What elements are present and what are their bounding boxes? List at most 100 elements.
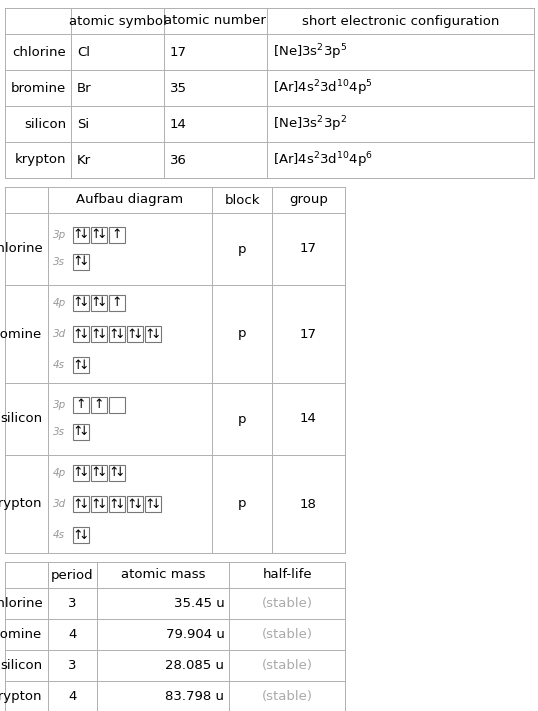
Text: 3: 3	[68, 659, 76, 672]
Text: Aufbau diagram: Aufbau diagram	[76, 193, 183, 206]
Text: ↓: ↓	[151, 498, 161, 510]
Bar	[73, 326, 88, 342]
Text: atomic symbol: atomic symbol	[68, 14, 166, 28]
Text: ↑: ↑	[72, 228, 82, 241]
Text: 4: 4	[68, 690, 76, 703]
Text: ↓: ↓	[79, 255, 89, 269]
Text: silicon: silicon	[24, 117, 66, 131]
Text: ↑: ↑	[72, 425, 82, 439]
Text: ↑: ↑	[72, 466, 82, 479]
Bar	[73, 227, 88, 242]
Bar	[90, 465, 107, 481]
Text: p: p	[238, 498, 246, 510]
Text: ↑: ↑	[90, 466, 101, 479]
Text: 14: 14	[300, 412, 317, 425]
Text: 4p: 4p	[53, 468, 66, 478]
Text: bromine: bromine	[11, 82, 66, 95]
Bar	[73, 496, 88, 512]
Text: 17: 17	[300, 242, 317, 255]
Text: ↓: ↓	[96, 296, 107, 309]
Text: ↓: ↓	[132, 328, 143, 341]
Text: krypton: krypton	[0, 498, 43, 510]
Text: silicon: silicon	[1, 659, 43, 672]
Text: 79.904 u: 79.904 u	[166, 628, 224, 641]
Text: ↑: ↑	[108, 466, 118, 479]
Bar	[73, 358, 88, 373]
Text: ↑: ↑	[75, 398, 86, 411]
Text: p: p	[238, 412, 246, 425]
Text: ↓: ↓	[151, 328, 161, 341]
Text: ↓: ↓	[115, 466, 125, 479]
Text: 14: 14	[169, 117, 187, 131]
Bar	[109, 227, 124, 242]
Text: short electronic configuration: short electronic configuration	[302, 14, 499, 28]
Text: 3s: 3s	[53, 427, 65, 437]
Bar	[90, 496, 107, 512]
Bar	[73, 424, 88, 440]
Text: 35: 35	[169, 82, 187, 95]
Text: chlorine: chlorine	[0, 242, 43, 255]
Text: ↓: ↓	[96, 328, 107, 341]
Text: atomic mass: atomic mass	[121, 569, 206, 582]
Text: ↑: ↑	[144, 498, 154, 510]
Text: Kr: Kr	[77, 154, 91, 166]
Text: Si: Si	[77, 117, 89, 131]
Text: 83.798 u: 83.798 u	[165, 690, 224, 703]
Text: 4: 4	[68, 628, 76, 641]
Bar	[73, 465, 88, 481]
Text: ↓: ↓	[79, 228, 89, 241]
Text: ↓: ↓	[115, 498, 125, 510]
Text: ↓: ↓	[79, 425, 89, 439]
Text: group: group	[289, 193, 328, 206]
Text: [Ne]3s$^2$3p$^5$: [Ne]3s$^2$3p$^5$	[273, 42, 347, 62]
Text: ↓: ↓	[79, 498, 89, 510]
Bar	[73, 294, 88, 311]
Bar	[90, 397, 107, 412]
Text: [Ar]4s$^2$3d$^{10}$4p$^5$: [Ar]4s$^2$3d$^{10}$4p$^5$	[273, 78, 372, 98]
Bar	[109, 294, 124, 311]
Text: (stable): (stable)	[261, 659, 313, 672]
Text: (stable): (stable)	[261, 628, 313, 641]
Text: ↑: ↑	[90, 498, 101, 510]
Bar	[145, 496, 160, 512]
Text: ↑: ↑	[72, 359, 82, 372]
Text: ↑: ↑	[108, 498, 118, 510]
Text: p: p	[238, 328, 246, 341]
Bar	[73, 397, 88, 412]
Text: ↑: ↑	[72, 328, 82, 341]
Bar	[90, 227, 107, 242]
Text: 36: 36	[169, 154, 187, 166]
Text: ↓: ↓	[115, 328, 125, 341]
Text: ↑: ↑	[90, 328, 101, 341]
Bar	[126, 496, 143, 512]
Text: ↑: ↑	[144, 328, 154, 341]
Text: ↓: ↓	[79, 529, 89, 542]
Bar	[90, 294, 107, 311]
Text: p: p	[238, 242, 246, 255]
Text: (stable): (stable)	[261, 597, 313, 610]
Text: 17: 17	[300, 328, 317, 341]
Text: ↓: ↓	[96, 498, 107, 510]
Text: ↓: ↓	[132, 498, 143, 510]
Bar	[109, 465, 124, 481]
Text: ↑: ↑	[72, 255, 82, 269]
Text: ↑: ↑	[93, 398, 104, 411]
Text: Cl: Cl	[77, 46, 90, 58]
Text: chlorine: chlorine	[0, 597, 43, 610]
Text: ↓: ↓	[96, 228, 107, 241]
Text: ↓: ↓	[79, 359, 89, 372]
Text: 18: 18	[300, 498, 317, 510]
Text: 3s: 3s	[53, 257, 65, 267]
Text: 35.45 u: 35.45 u	[174, 597, 224, 610]
Text: ↑: ↑	[126, 328, 137, 341]
Text: ↓: ↓	[79, 466, 89, 479]
Bar	[73, 528, 88, 543]
Text: ↓: ↓	[96, 466, 107, 479]
Text: krypton: krypton	[15, 154, 66, 166]
Text: bromine: bromine	[0, 328, 43, 341]
Text: block: block	[224, 193, 260, 206]
Text: 17: 17	[169, 46, 187, 58]
Text: (stable): (stable)	[261, 690, 313, 703]
Bar	[90, 326, 107, 342]
Text: ↑: ↑	[90, 228, 101, 241]
